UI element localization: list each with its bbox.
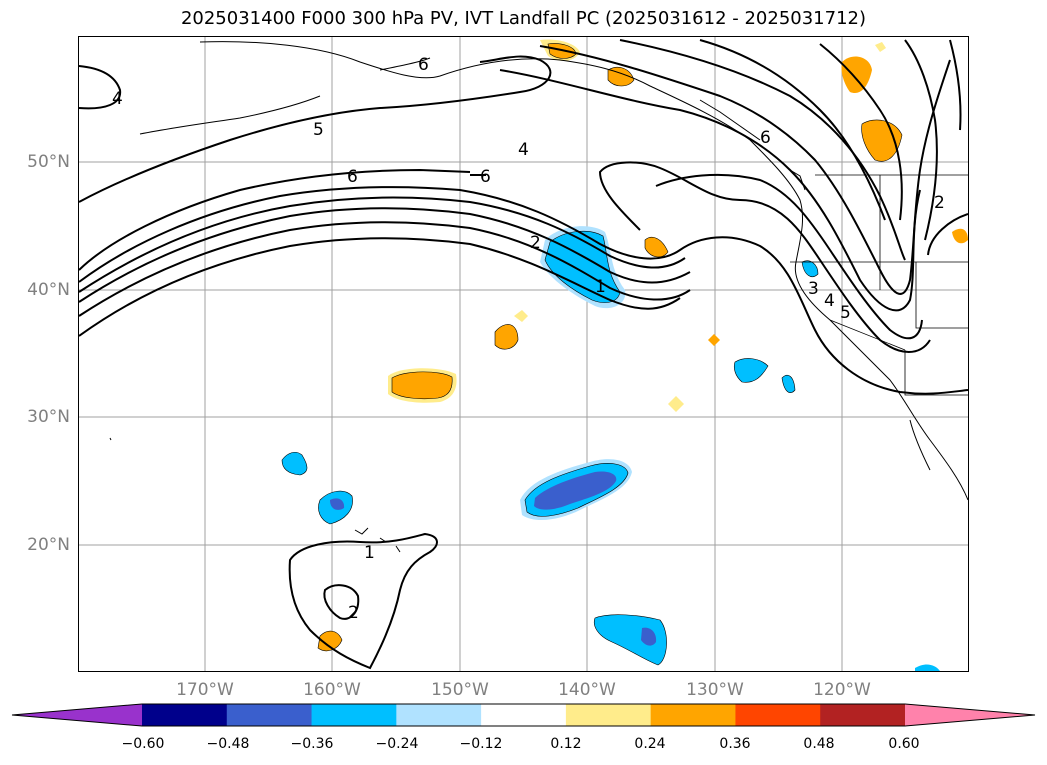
lat-label-50n: 50°N — [27, 152, 70, 172]
colorbar — [11, 703, 1036, 727]
colorbar-cell — [142, 704, 228, 726]
colorbar-cell — [396, 704, 482, 726]
negative-anomaly-fills — [281, 226, 940, 671]
colorbar-tick: 0.60 — [888, 736, 920, 752]
lon-label-120w: 120°W — [813, 680, 871, 700]
colorbar-tick: −0.12 — [459, 736, 503, 752]
contour-label: 6 — [480, 167, 491, 187]
colorbar-cell — [311, 704, 397, 726]
colorbar-cell — [650, 704, 736, 726]
colorbar-tick: −0.24 — [375, 736, 419, 752]
contour-label: 5 — [840, 303, 851, 323]
lon-label-140w: 140°W — [558, 680, 616, 700]
colorbar-tick: −0.48 — [206, 736, 250, 752]
contour-label: 4 — [518, 140, 529, 160]
lat-label-30n: 30°N — [27, 407, 70, 427]
colorbar-cell — [820, 704, 906, 726]
contour-label: 1 — [595, 277, 606, 297]
colorbar-outline — [11, 703, 1036, 727]
contour-label: 1 — [364, 543, 375, 563]
contour-label: 2 — [348, 603, 359, 623]
colorbar-tick: −0.60 — [121, 736, 165, 752]
colorbar-tick: 0.24 — [634, 736, 666, 752]
positive-anomaly-fills — [317, 39, 968, 652]
contour-label: 4 — [824, 291, 835, 311]
lat-label-20n: 20°N — [27, 535, 70, 555]
colorbar-cell — [565, 704, 652, 726]
map-frame — [78, 36, 969, 672]
contour-label: 4 — [112, 89, 123, 109]
contour-label: 6 — [347, 167, 358, 187]
colorbar-extend-high — [905, 704, 1035, 726]
lon-label-130w: 130°W — [686, 680, 744, 700]
contour-label: 3 — [808, 279, 819, 299]
contour-label: 2 — [530, 233, 541, 253]
contour-label: 5 — [313, 120, 324, 140]
contour-label: 2 — [934, 193, 945, 213]
lon-label-160w: 160°W — [303, 680, 361, 700]
contour-labels: 4 5 4 6 6 6 2 1 1 2 2 3 4 5 6 — [112, 55, 945, 623]
lon-label-150w: 150°W — [431, 680, 489, 700]
colorbar-extend-low — [12, 704, 142, 726]
colorbar-tick: 0.48 — [803, 736, 835, 752]
colorbar-cell — [226, 704, 313, 726]
colorbar-tick: −0.36 — [290, 736, 334, 752]
pv-contours — [79, 39, 968, 670]
colorbar-tick: 0.12 — [550, 736, 582, 752]
colorbar-tick: 0.36 — [719, 736, 751, 752]
lat-label-40n: 40°N — [27, 280, 70, 300]
map-title: 2025031400 F000 300 hPa PV, IVT Landfall… — [180, 8, 867, 29]
gridlines — [79, 37, 968, 671]
lon-label-170w: 170°W — [176, 680, 234, 700]
colorbar-cell — [481, 704, 567, 726]
contour-label: 6 — [760, 128, 771, 148]
contour-label: 6 — [418, 55, 429, 75]
colorbar-cell — [735, 704, 821, 726]
